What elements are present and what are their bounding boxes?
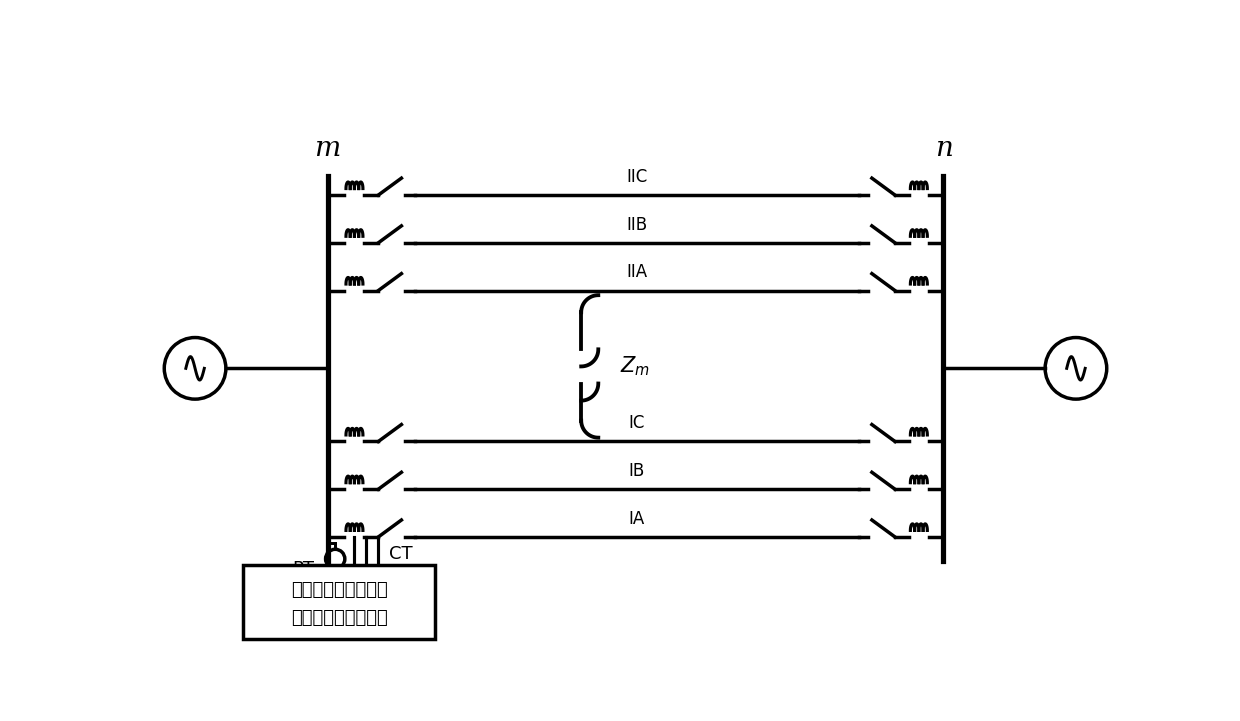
Text: $Z_m$: $Z_m$ [620,355,650,379]
FancyBboxPatch shape [243,565,435,639]
Text: IB: IB [629,462,645,480]
Text: IIA: IIA [626,263,647,281]
Text: IC: IC [629,415,645,433]
Text: IIC: IIC [626,168,647,186]
Text: CT: CT [389,544,413,562]
Text: IIB: IIB [626,216,647,234]
Text: 电线路继电保护装置: 电线路继电保护装置 [290,609,387,627]
Text: n: n [935,135,952,162]
Text: 应用本发明方法的输: 应用本发明方法的输 [290,580,387,598]
Text: PT: PT [291,559,314,578]
Text: m: m [314,135,341,162]
Text: IA: IA [629,510,645,528]
